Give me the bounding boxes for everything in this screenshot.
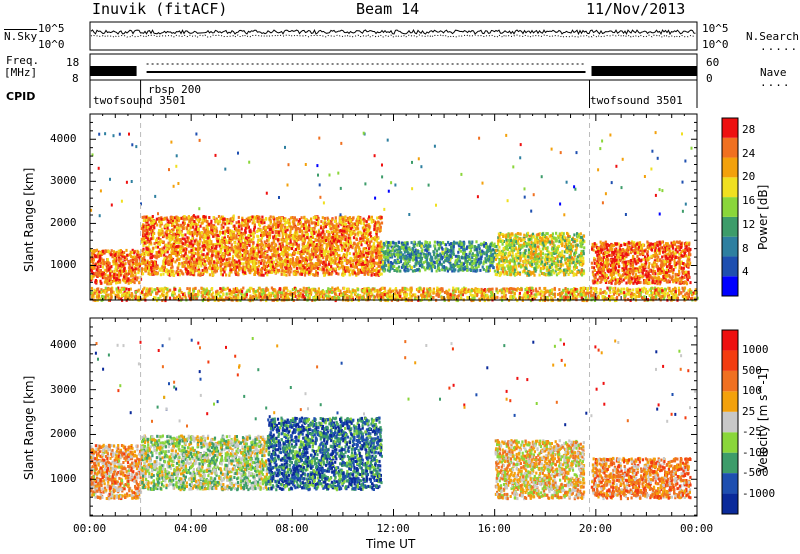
velocity-colorbar-tick: -100 [742, 445, 769, 459]
power-colorbar-swatch [722, 177, 738, 198]
freq-block-3 [591, 66, 697, 76]
nsky-tick-high: 10^5 [38, 22, 65, 35]
velocity-colorbar-swatch [722, 473, 738, 494]
nsky-frame [89, 21, 698, 51]
nsky-tick-low: 10^0 [38, 38, 65, 51]
nave-dots: .... [760, 76, 791, 89]
power-colorbar-swatch [722, 276, 738, 296]
cpid-segment-2: rbsp 200 [148, 83, 201, 96]
y-tick-label: 2000 [50, 427, 77, 441]
velocity-colorbar-swatch [722, 432, 738, 453]
velocity-colorbar-swatch [722, 370, 738, 392]
x-tick-label: 20:00 [578, 522, 612, 535]
power-colorbar-tick: 28 [742, 122, 756, 136]
power-colorbar-swatch [722, 236, 738, 257]
nsearch-tick-low: 10^0 [702, 38, 729, 51]
freq-label-line1: Freq. [6, 54, 40, 67]
y-tick-label: 4000 [50, 132, 77, 146]
power-colorbar-swatch [722, 118, 738, 138]
beam-title: Beam 14 [356, 0, 420, 18]
x-tick-label: 04:00 [174, 522, 208, 535]
power-colorbar-tick: 24 [742, 146, 756, 160]
station-title: Inuvik (fitACF) [92, 0, 228, 18]
y-tick-label: 2000 [50, 216, 77, 230]
power-colorbar-swatch [722, 216, 738, 237]
power-colorbar-tick: 20 [742, 170, 756, 184]
nave-tick-low: 0 [706, 72, 713, 85]
x-tick-label: 12:00 [376, 522, 410, 535]
power-ylabel: Slant Range [km] [22, 167, 36, 272]
cpid-label: CPID [6, 90, 36, 103]
power-colorbar-frame [721, 117, 739, 297]
power-colorbar-tick: 16 [742, 194, 756, 208]
freq-tick-high: 18 [66, 56, 80, 69]
velocity-colorbar-swatch [722, 391, 738, 412]
velocity-panel [89, 317, 698, 517]
top-strip [89, 21, 698, 108]
nsky-trace [90, 29, 696, 36]
nsky-label: N.Sky [4, 30, 38, 43]
x-tick-label: 16:00 [477, 522, 511, 535]
power-colorbar-tick: 4 [742, 265, 749, 279]
velocity-colorbar-tick: 1000 [742, 343, 769, 357]
velocity-colorbar-tick: 500 [742, 363, 762, 377]
velocity-colorbar-swatch [722, 493, 738, 514]
velocity-colorbar-swatch [722, 350, 738, 371]
velocity-colorbar-tick: 100 [742, 384, 762, 398]
colorbars [721, 117, 739, 515]
nave-label: Nave [760, 66, 787, 79]
power-colorbar-label: Power [dB] [756, 184, 770, 250]
velocity-colorbar-swatch [722, 330, 738, 351]
velocity-colorbar-frame [721, 329, 739, 515]
nave-tick-high: 60 [706, 56, 720, 69]
y-tick-label: 3000 [50, 382, 77, 396]
velocity-colorbar-swatch [722, 411, 738, 433]
date-title: 11/Nov/2013 [586, 0, 686, 18]
nsearch-label: N.Search [746, 30, 799, 43]
power-colorbar-tick: 8 [742, 241, 749, 255]
heatmap-cells [90, 337, 697, 501]
x-tick-label: 00:00 [680, 522, 714, 535]
y-tick-label: 4000 [50, 337, 77, 351]
cpid-segment-3: twofsound 3501 [590, 94, 683, 107]
x-tick-label: 08:00 [275, 522, 309, 535]
nsearch-tick-high: 10^5 [702, 22, 729, 35]
velocity-colorbar-tick: -500 [742, 466, 769, 480]
nsearch-trace [90, 34, 696, 38]
freq-label-line2: [MHz] [4, 66, 38, 79]
x-axis-title: Time UT [366, 537, 416, 551]
power-colorbar-swatch [722, 197, 738, 217]
velocity-ylabel: Slant Range [km] [22, 375, 36, 480]
y-tick-label: 1000 [50, 472, 77, 486]
power-panel [89, 113, 699, 303]
cpid-segment-1: twofsound 3501 [93, 94, 186, 107]
power-colorbar-tick: 12 [742, 217, 756, 231]
nsearch-dots: ....... [760, 40, 800, 53]
power-colorbar-swatch [722, 256, 738, 277]
power-colorbar-swatch [722, 137, 738, 158]
velocity-colorbar-swatch [722, 452, 738, 474]
x-tick-label: 00:00 [73, 522, 107, 535]
power-colorbar-swatch [722, 157, 738, 178]
velocity-colorbar-tick: -25 [742, 425, 762, 439]
velocity-colorbar-tick: -1000 [742, 486, 776, 500]
y-tick-label: 1000 [50, 258, 77, 272]
freq-tick-low: 8 [72, 72, 79, 85]
freq-block-1 [90, 66, 137, 76]
velocity-colorbar-tick: 25 [742, 404, 756, 418]
y-tick-label: 3000 [50, 174, 77, 188]
